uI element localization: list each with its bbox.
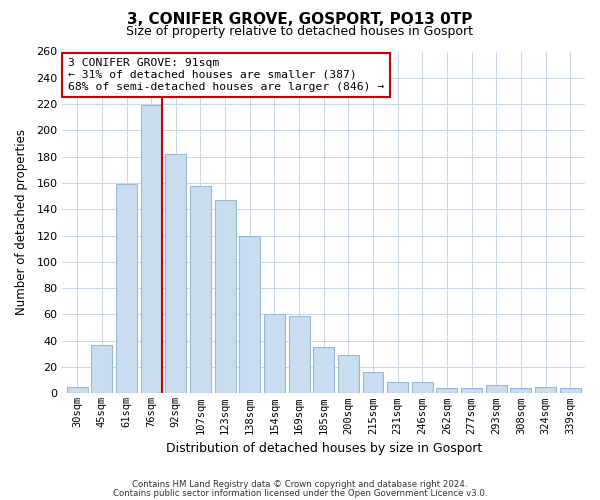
Bar <box>338 356 359 394</box>
Bar <box>461 388 482 394</box>
Bar <box>141 106 161 394</box>
Bar <box>535 387 556 394</box>
Text: 3 CONIFER GROVE: 91sqm
← 31% of detached houses are smaller (387)
68% of semi-de: 3 CONIFER GROVE: 91sqm ← 31% of detached… <box>68 58 384 92</box>
Bar <box>289 316 310 394</box>
Bar <box>166 154 187 394</box>
Bar <box>486 386 507 394</box>
Text: Size of property relative to detached houses in Gosport: Size of property relative to detached ho… <box>127 25 473 38</box>
Bar <box>67 387 88 394</box>
Bar <box>313 348 334 394</box>
Bar <box>215 200 236 394</box>
Bar <box>387 382 408 394</box>
Bar <box>190 186 211 394</box>
Bar <box>511 388 532 394</box>
Text: Contains public sector information licensed under the Open Government Licence v3: Contains public sector information licen… <box>113 488 487 498</box>
Bar <box>264 314 285 394</box>
Bar <box>436 388 457 394</box>
Bar <box>91 344 112 394</box>
Bar <box>412 382 433 394</box>
Bar <box>239 236 260 394</box>
X-axis label: Distribution of detached houses by size in Gosport: Distribution of detached houses by size … <box>166 442 482 455</box>
Text: 3, CONIFER GROVE, GOSPORT, PO13 0TP: 3, CONIFER GROVE, GOSPORT, PO13 0TP <box>127 12 473 28</box>
Text: Contains HM Land Registry data © Crown copyright and database right 2024.: Contains HM Land Registry data © Crown c… <box>132 480 468 489</box>
Bar <box>560 388 581 394</box>
Y-axis label: Number of detached properties: Number of detached properties <box>15 130 28 316</box>
Bar <box>116 184 137 394</box>
Bar <box>362 372 383 394</box>
